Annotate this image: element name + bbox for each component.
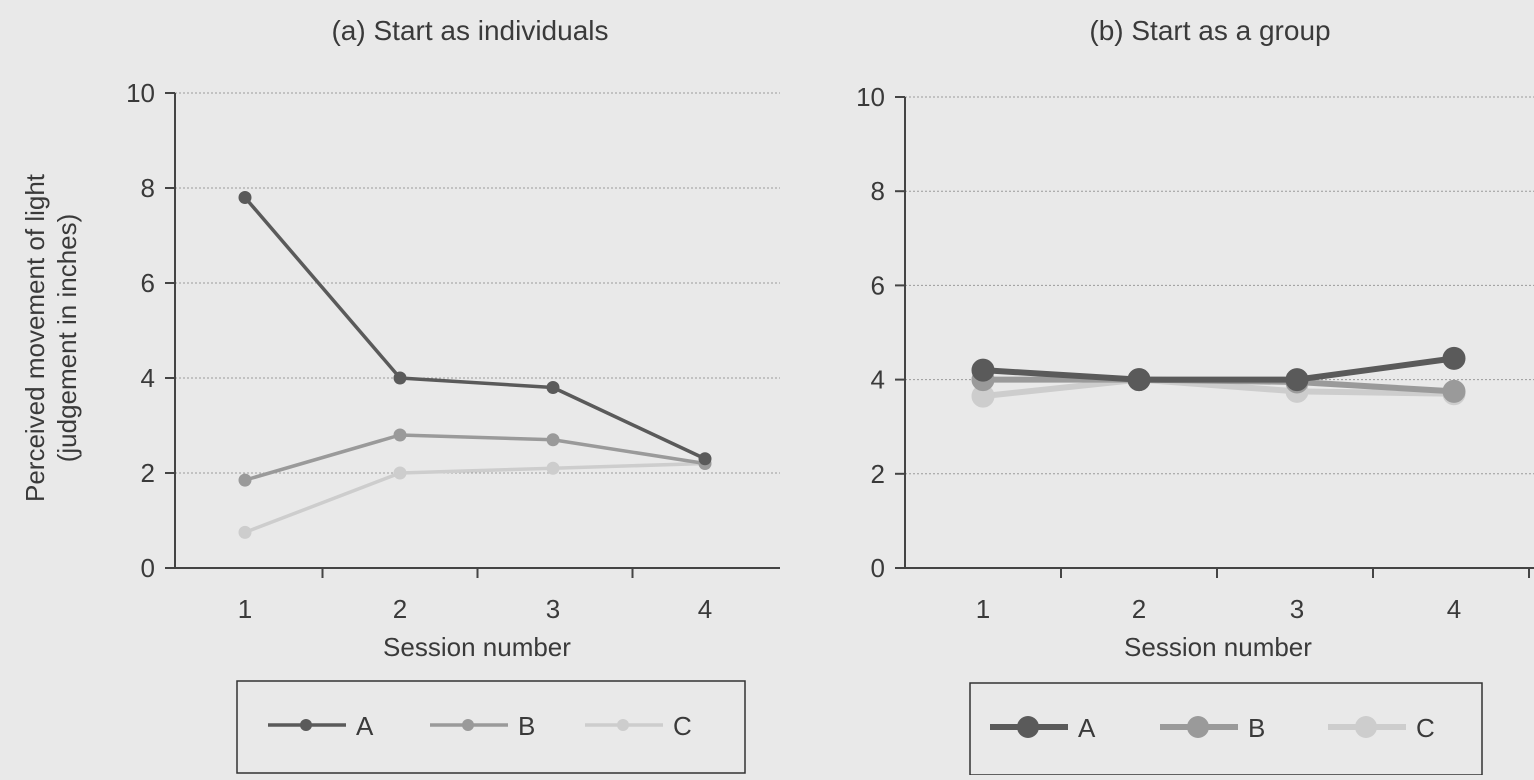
legend-label-c: C xyxy=(1416,713,1435,743)
y-tick-label: 8 xyxy=(871,176,885,206)
legend-swatch-marker xyxy=(1355,716,1377,738)
y-tick-label: 6 xyxy=(871,270,885,300)
data-point-a xyxy=(393,371,407,385)
y-axis-label: Perceived movement of light xyxy=(20,173,50,502)
y-tick-label: 8 xyxy=(141,173,155,203)
data-point-a xyxy=(546,381,560,394)
series-line-b xyxy=(244,433,706,482)
x-tick-label: 1 xyxy=(976,594,990,624)
data-point-c xyxy=(238,525,252,539)
data-point-a xyxy=(1442,346,1466,370)
legend-label-c: C xyxy=(673,711,692,741)
series-line-a xyxy=(243,196,706,461)
x-axis-label: Session number xyxy=(383,632,571,662)
legend-label-a: A xyxy=(356,711,374,741)
legend-swatch-marker xyxy=(617,719,629,731)
x-axis-label: Session number xyxy=(1124,632,1312,662)
series-line-c xyxy=(244,461,706,535)
legend-swatch-marker xyxy=(1187,716,1209,738)
y-axis-label-line2: (judgement in inches) xyxy=(52,214,82,463)
data-point-b xyxy=(393,428,407,442)
y-tick-label: 4 xyxy=(871,365,885,395)
x-tick-label: 2 xyxy=(1132,594,1146,624)
y-tick-label: 2 xyxy=(141,458,155,488)
data-point-c xyxy=(546,461,560,475)
legend-swatch-marker xyxy=(1017,716,1039,738)
data-point-c xyxy=(393,466,407,480)
y-tick-label: 4 xyxy=(141,363,155,393)
panel-title: (b) Start as a group xyxy=(1089,15,1330,46)
series-line-a xyxy=(982,355,1455,383)
data-point-a xyxy=(238,191,252,204)
data-point-a xyxy=(698,452,712,466)
y-tick-label: 10 xyxy=(126,78,155,108)
y-tick-label: 6 xyxy=(141,268,155,298)
panel-title: (a) Start as individuals xyxy=(331,15,608,46)
y-tick-label: 0 xyxy=(871,553,885,583)
x-tick-label: 3 xyxy=(1290,594,1304,624)
data-point-a xyxy=(1127,368,1151,392)
x-tick-label: 4 xyxy=(698,594,712,624)
data-point-b xyxy=(238,473,252,487)
y-tick-label: 0 xyxy=(141,553,155,583)
legend-label-b: B xyxy=(518,711,535,741)
y-tick-label: 2 xyxy=(871,459,885,489)
data-point-a xyxy=(1285,368,1309,392)
data-point-a xyxy=(971,358,995,382)
legend-label-a: A xyxy=(1078,713,1096,743)
data-point-b xyxy=(546,433,560,447)
series-line-c xyxy=(982,376,1455,400)
x-tick-label: 4 xyxy=(1447,594,1461,624)
legend-swatch-marker xyxy=(462,719,474,731)
legend-swatch-marker xyxy=(300,719,312,731)
x-tick-label: 2 xyxy=(393,594,407,624)
data-point-b xyxy=(1442,379,1466,403)
x-tick-label: 3 xyxy=(546,594,560,624)
x-tick-label: 1 xyxy=(238,594,252,624)
legend-label-b: B xyxy=(1248,713,1265,743)
legend-box xyxy=(236,680,746,774)
y-tick-label: 10 xyxy=(856,82,885,112)
